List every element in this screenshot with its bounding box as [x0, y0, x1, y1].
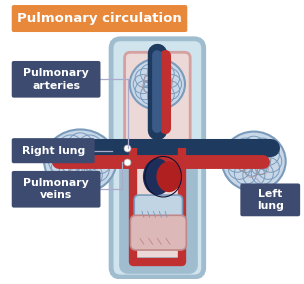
- FancyBboxPatch shape: [130, 215, 186, 250]
- Ellipse shape: [130, 59, 185, 110]
- Text: Pulmonary circulation: Pulmonary circulation: [17, 12, 182, 25]
- Text: Right lung: Right lung: [22, 146, 85, 156]
- Text: Pulmonary
arteries: Pulmonary arteries: [23, 68, 89, 91]
- Text: Pulmonary
veins: Pulmonary veins: [23, 178, 89, 201]
- FancyBboxPatch shape: [111, 39, 204, 277]
- Ellipse shape: [44, 130, 116, 193]
- FancyBboxPatch shape: [240, 183, 300, 216]
- FancyBboxPatch shape: [12, 5, 187, 32]
- FancyBboxPatch shape: [125, 52, 190, 264]
- Ellipse shape: [222, 131, 286, 191]
- Text: Left
lung: Left lung: [257, 189, 284, 211]
- FancyBboxPatch shape: [134, 195, 182, 222]
- Ellipse shape: [157, 161, 181, 192]
- Ellipse shape: [143, 158, 172, 195]
- FancyBboxPatch shape: [12, 171, 101, 208]
- FancyBboxPatch shape: [12, 138, 95, 163]
- FancyBboxPatch shape: [12, 61, 101, 98]
